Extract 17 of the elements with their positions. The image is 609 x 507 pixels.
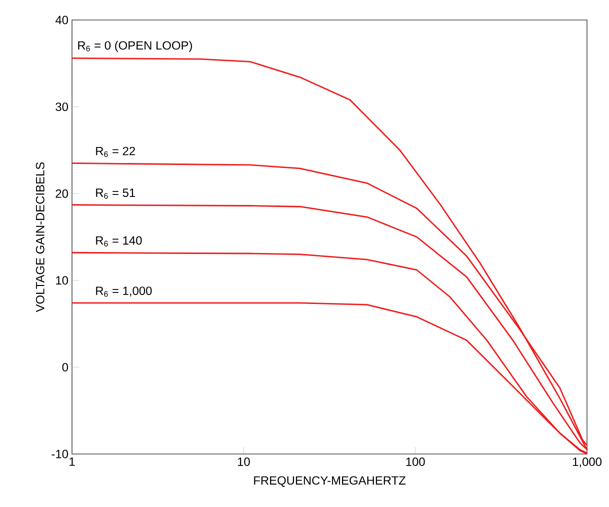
x-tick-label: 100 [406,458,425,466]
y-axis-title: VOLTAGE GAIN-DECIBELS [36,162,44,312]
series-label: R$_{6}$ = 22 [96,146,135,158]
x-axis-title: FREQUENCY-MEGAHERTZ [254,476,406,487]
y-tick-label: 30 [56,102,68,112]
series-label: R$_{6}$ = 140 [96,236,142,246]
series-label: R$_{6}$ = 0 (OPEN LOOP) [78,40,192,52]
x-tick-label: 1,000 [572,458,602,468]
y-tick-label: 0 [62,362,68,372]
y-tick-label: 10 [56,276,68,285]
x-tick-label: 1 [70,458,75,466]
series-label: R$_{6}$ = 51 [96,188,136,199]
x-tick-label: 10 [238,458,250,466]
series-label: R$_{6}$ = 1,000 [96,286,152,297]
y-tick-label: 40 [55,16,68,24]
y-tick-label: 20 [56,189,68,198]
y-tick-label: -10 [52,450,68,458]
